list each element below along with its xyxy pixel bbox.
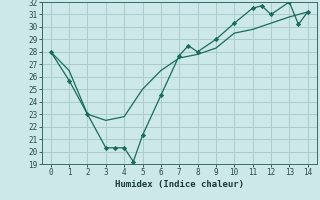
X-axis label: Humidex (Indice chaleur): Humidex (Indice chaleur)	[115, 180, 244, 189]
